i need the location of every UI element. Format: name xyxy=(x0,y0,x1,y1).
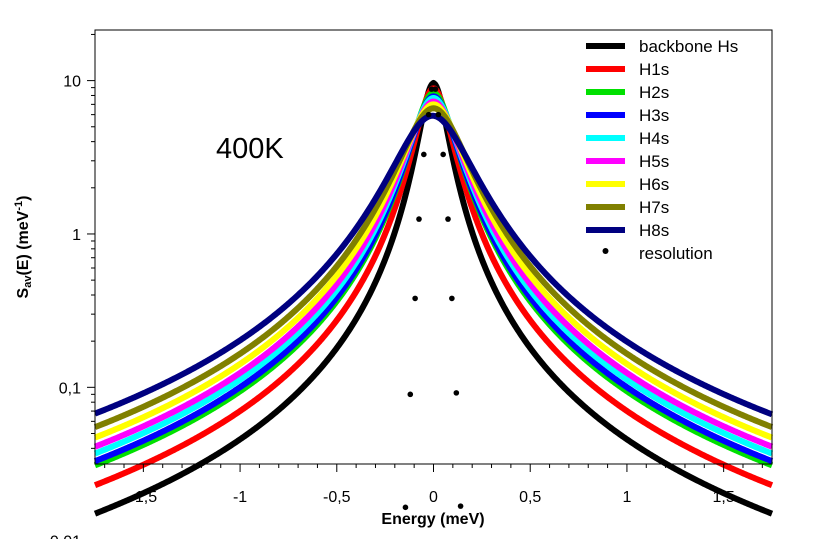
series-line-5 xyxy=(92,98,775,450)
series-line-0 xyxy=(92,80,775,517)
resolution-point-2 xyxy=(412,295,418,302)
resolution-point-4 xyxy=(421,151,427,158)
y-axis-title: Sav(E) (meV-1) xyxy=(13,196,34,299)
legend-label-1: H1s xyxy=(639,60,669,79)
y-axis: 10 1 0,1 0,01 xyxy=(50,33,95,539)
y-tick-label-0: 10 xyxy=(63,74,81,91)
resolution-point-6 xyxy=(428,86,435,92)
resolution-point-10 xyxy=(440,151,446,158)
resolution-point-1 xyxy=(407,391,414,398)
legend-label-7: H7s xyxy=(639,198,669,217)
series-line-1 xyxy=(92,85,775,488)
resolution-points xyxy=(402,79,464,511)
y-axis-title-end: ) xyxy=(15,196,32,201)
legend-label-8: H8s xyxy=(639,221,669,240)
resolution-point-9 xyxy=(435,111,442,118)
y-axis-title-sub: av xyxy=(22,275,34,288)
resolution-point-5 xyxy=(425,111,432,118)
series-line-2 xyxy=(92,90,775,469)
series-line-6 xyxy=(92,101,775,441)
resolution-point-0 xyxy=(402,504,409,511)
resolution-point-11 xyxy=(445,216,451,222)
legend-label-4: H4s xyxy=(639,129,669,148)
series-line-8 xyxy=(92,112,775,418)
x-tick-label-0: -1,5 xyxy=(130,489,158,506)
x-tick-label-3: 0 xyxy=(429,489,438,506)
series-curves xyxy=(92,80,775,517)
y-tick-label-2: 0,1 xyxy=(59,380,81,397)
legend-label-resolution: resolution xyxy=(639,244,713,263)
x-tick-label-1: -1 xyxy=(233,489,247,506)
resolution-point-7 xyxy=(430,79,437,86)
resolution-point-14 xyxy=(457,503,464,509)
y-axis-title-main: S xyxy=(15,287,32,298)
y-tick-label-1: 1 xyxy=(72,227,81,244)
x-tick-label-5: 1 xyxy=(622,489,631,506)
x-tick-label-4: 0,5 xyxy=(519,489,541,506)
legend-label-0: backbone Hs xyxy=(639,37,738,56)
y-tick-label-3: 0,01 xyxy=(50,534,81,539)
y-axis-title-rest: (E) (meV xyxy=(15,210,32,275)
series-line-7 xyxy=(92,105,775,430)
x-axis: -1,5 -1 -0,5 0 0,5 1 1,5 xyxy=(104,464,763,506)
legend-swatch-resolution xyxy=(602,248,609,254)
legend-label-6: H6s xyxy=(639,175,669,194)
annotation-400k: 400K xyxy=(216,133,284,165)
y-axis-title-sup: -1 xyxy=(13,201,25,211)
legend-label-3: H3s xyxy=(639,106,669,125)
resolution-point-12 xyxy=(449,295,455,302)
x-tick-label-6: 1,5 xyxy=(713,489,735,506)
legend-label-5: H5s xyxy=(639,152,669,171)
resolution-point-3 xyxy=(416,216,422,222)
series-line-4 xyxy=(92,95,775,457)
legend-label-2: H2s xyxy=(639,83,669,102)
legend: backbone Hs H1s H2s H3s H4s H5s H6s H7s H8s resol… xyxy=(586,37,738,263)
resolution-point-13 xyxy=(453,390,460,396)
x-axis-title: Energy (meV) xyxy=(381,511,484,528)
x-tick-label-2: -0,5 xyxy=(323,489,351,506)
resolution-point-8 xyxy=(432,86,439,92)
